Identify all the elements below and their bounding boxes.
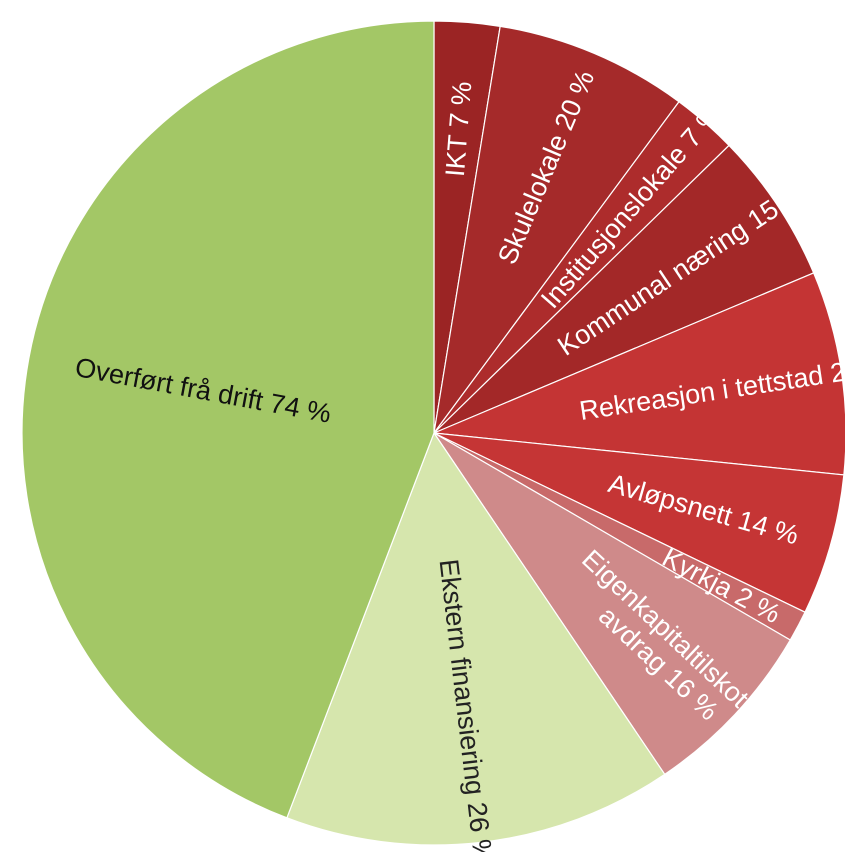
pie-slice — [286, 431, 666, 846]
pie-slice — [433, 25, 680, 434]
pie-slice — [433, 144, 815, 434]
pie-slice — [21, 20, 435, 819]
pie-slices — [21, 20, 845, 846]
pie-slice — [433, 432, 792, 776]
pie-slice — [433, 432, 845, 614]
